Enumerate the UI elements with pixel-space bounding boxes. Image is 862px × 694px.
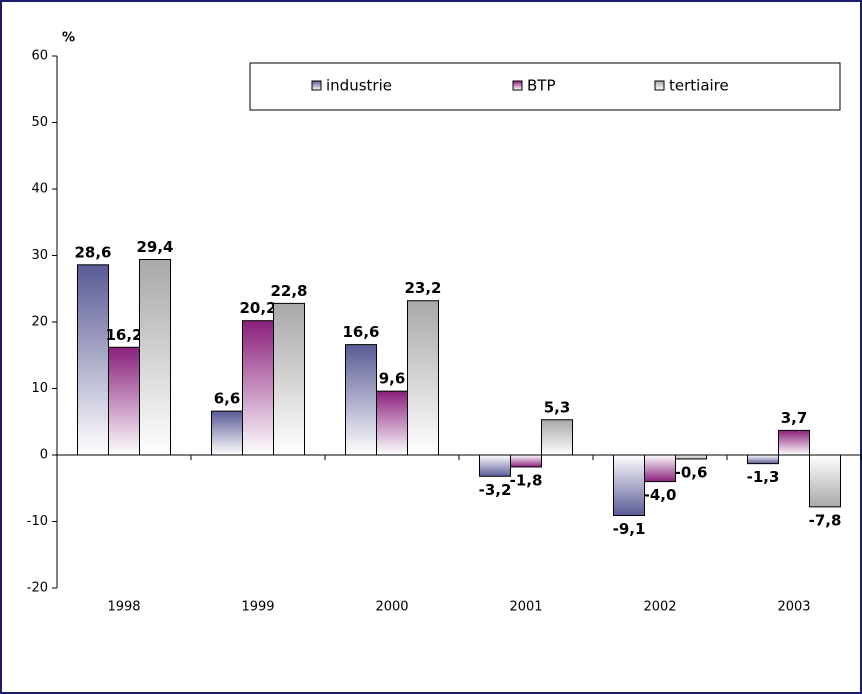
x-tick-label: 2002: [643, 600, 676, 615]
data-label: -1,8: [510, 471, 543, 489]
legend-label: industrie: [326, 77, 392, 95]
bar: [747, 454, 779, 465]
bar: [77, 264, 109, 456]
data-label: -4,0: [644, 486, 677, 504]
data-label: 20,2: [239, 299, 276, 317]
bar: [479, 454, 511, 477]
data-label: 16,6: [342, 323, 379, 341]
data-label: 9,6: [379, 370, 406, 388]
bar: [139, 258, 171, 456]
data-label: -7,8: [809, 511, 842, 529]
bar: [345, 344, 377, 456]
data-label: 22,8: [270, 282, 307, 300]
bar: [211, 410, 243, 456]
bar: [242, 320, 274, 456]
y-tick-label: 20: [31, 315, 48, 330]
x-tick-label: 2000: [375, 600, 408, 615]
y-tick-label: -20: [27, 581, 48, 596]
data-label: 3,7: [781, 409, 808, 427]
y-tick-label: 40: [31, 182, 48, 197]
data-label: -3,2: [479, 481, 512, 499]
y-axis-label: %: [62, 31, 75, 46]
y-tick-label: 60: [31, 49, 48, 64]
x-tick-label: 1998: [107, 600, 140, 615]
bar: [376, 390, 408, 456]
data-label: -0,6: [675, 463, 708, 481]
data-label: -1,3: [747, 468, 780, 486]
data-label: 16,2: [105, 326, 142, 344]
y-tick-label: 30: [31, 248, 48, 263]
legend-label: tertiaire: [669, 77, 729, 95]
data-label: -9,1: [613, 520, 646, 538]
x-tick-label: 2001: [509, 600, 542, 615]
bar: [407, 300, 439, 456]
y-tick-label: 50: [31, 115, 48, 130]
legend: [249, 62, 841, 111]
bar: [541, 419, 573, 456]
legend-swatch: [512, 80, 523, 91]
legend-swatch: [311, 80, 322, 91]
data-label: 6,6: [214, 390, 241, 408]
bar: [510, 454, 542, 468]
y-tick-label: 0: [40, 448, 48, 463]
data-label: 23,2: [404, 279, 441, 297]
legend-label: BTP: [527, 77, 556, 95]
x-tick-label: 1999: [241, 600, 274, 615]
bar: [108, 346, 140, 456]
y-tick-label: -10: [27, 514, 48, 529]
bar: [644, 454, 676, 483]
legend-swatch: [654, 80, 665, 91]
bar: [809, 454, 841, 508]
y-tick-label: 10: [31, 381, 48, 396]
data-label: 29,4: [136, 238, 173, 256]
bar: [778, 429, 810, 456]
x-tick-label: 2003: [777, 600, 810, 615]
bar: [273, 302, 305, 456]
bar: [675, 454, 707, 460]
data-label: 5,3: [544, 398, 571, 416]
bar: [613, 454, 645, 517]
data-label: 28,6: [74, 243, 111, 261]
